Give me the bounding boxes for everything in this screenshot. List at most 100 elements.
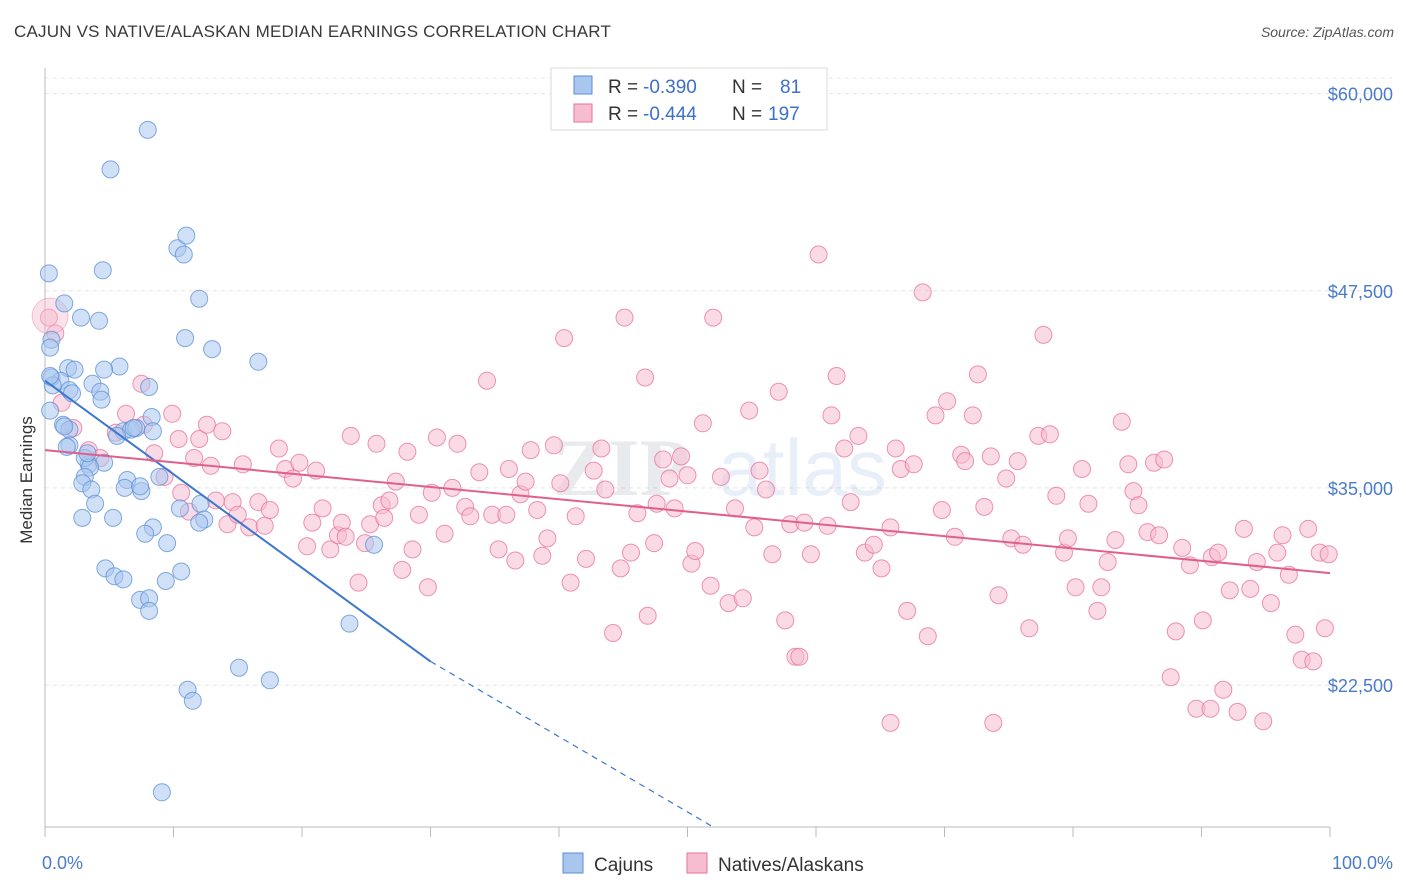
trend-lines xyxy=(44,379,1331,828)
native-point-43 xyxy=(349,573,368,592)
native-point-72 xyxy=(521,441,540,460)
native-point-190 xyxy=(1268,543,1287,562)
native-point-120 xyxy=(809,245,828,264)
native-point-137 xyxy=(926,406,945,425)
cajun-point-58 xyxy=(158,534,177,553)
cajun-point-80 xyxy=(131,477,150,496)
native-point-138 xyxy=(932,501,951,519)
cajun-point-74 xyxy=(41,367,60,385)
native-point-68 xyxy=(499,460,518,478)
cajun-point-27 xyxy=(92,390,111,409)
cajun-point-53 xyxy=(104,508,123,527)
native-point-106 xyxy=(726,499,744,518)
native-point-51 xyxy=(393,560,412,579)
native-point-117 xyxy=(790,647,809,666)
native-point-108 xyxy=(740,401,759,420)
cajun-point-18 xyxy=(65,360,84,379)
native-point-37 xyxy=(313,499,332,518)
cajun-point-78 xyxy=(55,417,74,436)
native-point-125 xyxy=(841,493,860,512)
native-point-86 xyxy=(611,559,630,578)
native-point-113 xyxy=(769,382,788,401)
native-point-84 xyxy=(596,480,615,499)
native-point-158 xyxy=(1058,529,1077,548)
native-point-66 xyxy=(489,540,508,559)
watermark-zip: ZIP xyxy=(553,422,690,513)
native-point-97 xyxy=(672,447,691,466)
legend-r-label-1: R = xyxy=(608,77,638,98)
x-tick-label-1: 100.0% xyxy=(1332,853,1393,873)
native-point-94 xyxy=(654,450,673,469)
cajun-point-15 xyxy=(249,352,268,371)
cajun-point-79 xyxy=(170,499,189,518)
cajun-trend-extension xyxy=(430,660,714,828)
native-point-155 xyxy=(1040,425,1059,444)
native-point-181 xyxy=(1209,543,1228,562)
native-point-128 xyxy=(864,535,883,554)
native-point-50 xyxy=(386,472,405,491)
y-tick-labels: $60,000 $47,500 $35,000 $22,500 xyxy=(1328,85,1393,696)
chart-title: CAJUN VS NATIVE/ALASKAN MEDIAN EARNINGS … xyxy=(14,22,612,41)
native-point-35 xyxy=(303,513,322,532)
native-point-130 xyxy=(881,518,900,537)
native-point-89 xyxy=(628,504,647,523)
cajun-point-20 xyxy=(95,360,114,379)
native-point-98 xyxy=(678,466,697,485)
native-point-184 xyxy=(1228,702,1247,721)
x-tick-labels: 0.0% 100.0% xyxy=(42,853,1393,873)
native-point-148 xyxy=(997,469,1016,488)
cajun-point-14 xyxy=(203,340,222,359)
series-swatch-natives xyxy=(686,852,708,874)
native-point-187 xyxy=(1247,553,1266,571)
native-point-64 xyxy=(478,371,496,390)
native-point-75 xyxy=(538,529,557,548)
native-point-76 xyxy=(544,436,563,455)
native-trend-line xyxy=(44,449,1331,575)
cajun-point-55 xyxy=(190,513,209,532)
cajun-point-46 xyxy=(115,478,134,497)
cajun-point-68 xyxy=(340,614,359,633)
native-point-54 xyxy=(409,505,428,524)
native-point-188 xyxy=(1254,712,1273,731)
series-label-cajuns: Cajuns xyxy=(594,855,653,876)
native-point-30 xyxy=(269,439,288,458)
watermark: ZIP atlas xyxy=(553,422,887,513)
cajun-point-64 xyxy=(156,572,175,590)
native-point-33 xyxy=(290,453,309,472)
native-point-199 xyxy=(1319,545,1338,564)
native-point-0 xyxy=(39,308,58,327)
native-point-129 xyxy=(872,559,891,578)
cajun-point-52 xyxy=(73,508,92,527)
y-tick-label-2: $35,000 xyxy=(1328,479,1393,499)
cajun-point-62 xyxy=(114,570,133,589)
native-point-145 xyxy=(975,497,994,516)
cajun-point-57 xyxy=(136,524,155,543)
cajun-point-63 xyxy=(172,562,191,581)
native-point-122 xyxy=(822,406,841,425)
native-point-154 xyxy=(1034,325,1053,344)
native-point-111 xyxy=(756,480,775,499)
cajun-point-69 xyxy=(230,658,248,677)
cajun-point-5 xyxy=(174,245,193,264)
native-point-28 xyxy=(255,516,274,535)
legend-n-value-1: 81 xyxy=(780,77,801,98)
native-point-136 xyxy=(918,627,937,646)
native-point-176 xyxy=(1173,538,1192,557)
cajun-point-72 xyxy=(183,691,202,710)
native-point-95 xyxy=(660,469,679,488)
native-point-29 xyxy=(260,501,279,519)
native-point-139 xyxy=(938,392,957,411)
legend-n-label-1: N = xyxy=(732,77,762,98)
native-point-191 xyxy=(1273,526,1292,545)
native-point-175 xyxy=(1166,622,1185,641)
native-point-186 xyxy=(1241,579,1260,598)
native-point-135 xyxy=(913,283,932,302)
native-point-179 xyxy=(1193,611,1212,630)
native-point-71 xyxy=(516,472,535,491)
native-point-114 xyxy=(776,611,795,630)
native-point-150 xyxy=(1008,452,1027,471)
native-point-161 xyxy=(1079,494,1098,513)
native-point-109 xyxy=(745,518,764,537)
natives-points xyxy=(31,245,1338,732)
cajun-point-2 xyxy=(39,264,58,283)
